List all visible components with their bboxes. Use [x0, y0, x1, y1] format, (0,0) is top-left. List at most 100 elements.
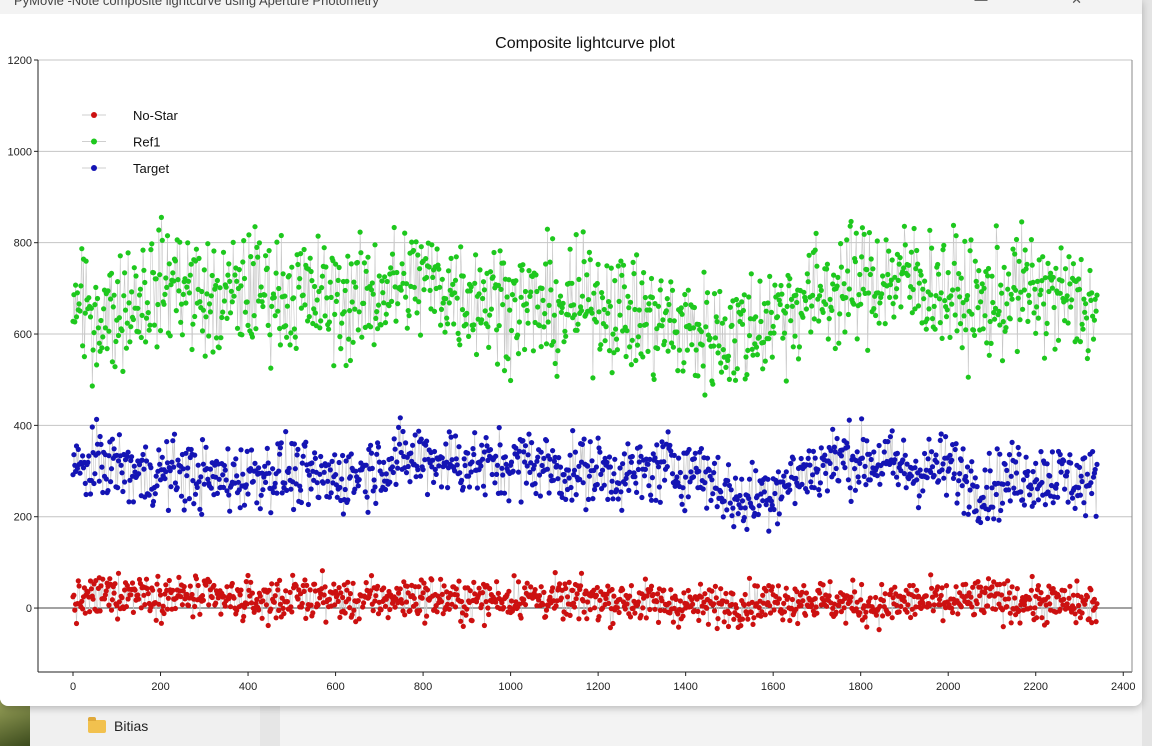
point-ref1: [649, 294, 656, 301]
point-ref1: [199, 288, 205, 295]
point-ref1: [223, 284, 229, 290]
point-target: [119, 470, 125, 476]
point-no-star: [714, 625, 720, 632]
point-ref1: [319, 285, 325, 291]
point-target: [676, 455, 682, 461]
point-no-star: [269, 581, 275, 587]
point-target: [191, 501, 197, 507]
point-ref1: [544, 226, 551, 232]
point-ref1: [170, 270, 176, 276]
point-ref1: [1058, 245, 1064, 251]
point-target: [260, 487, 266, 493]
point-no-star: [928, 572, 934, 578]
point-target: [597, 449, 603, 455]
point-no-star: [824, 603, 830, 609]
point-ref1: [206, 301, 213, 307]
point-ref1: [487, 312, 493, 318]
point-no-star: [345, 579, 351, 585]
point-no-star: [312, 581, 318, 587]
point-target: [216, 476, 222, 482]
point-target: [761, 489, 768, 495]
point-ref1: [519, 267, 525, 273]
point-ref1: [176, 288, 182, 294]
point-ref1: [473, 252, 479, 258]
point-ref1: [715, 350, 721, 356]
point-target: [963, 473, 969, 480]
point-ref1: [996, 308, 1002, 314]
point-no-star: [136, 576, 143, 583]
point-target: [768, 498, 775, 504]
point-ref1: [993, 223, 999, 229]
point-ref1: [959, 345, 965, 351]
point-target: [621, 451, 628, 457]
point-ref1: [753, 344, 760, 350]
point-target: [570, 428, 576, 434]
point-target: [96, 478, 102, 484]
point-target: [446, 429, 452, 435]
point-ref1: [464, 310, 470, 316]
point-ref1: [472, 280, 478, 286]
point-target: [881, 449, 887, 455]
point-target: [470, 446, 476, 452]
folder-item-bitias[interactable]: Bitias: [88, 716, 149, 734]
point-ref1: [796, 344, 803, 350]
point-target: [543, 438, 550, 444]
point-no-star: [557, 581, 563, 587]
window-controls[interactable]: — ✕: [974, 0, 1122, 8]
point-target: [407, 479, 413, 485]
point-ref1: [414, 310, 420, 316]
point-target: [87, 491, 94, 497]
point-ref1: [284, 303, 290, 309]
point-ref1: [343, 362, 349, 369]
point-target: [571, 467, 578, 473]
point-ref1: [1008, 291, 1014, 297]
point-ref1: [162, 291, 168, 297]
point-target: [822, 452, 828, 458]
point-target: [264, 445, 270, 451]
point-no-star: [246, 587, 252, 593]
point-ref1: [1030, 279, 1036, 285]
point-no-star: [193, 576, 199, 582]
point-target: [303, 439, 309, 445]
point-target: [394, 459, 400, 465]
point-ref1: [434, 246, 440, 252]
point-target: [700, 486, 706, 492]
point-no-star: [609, 586, 615, 593]
point-ref1: [725, 353, 732, 359]
legend-label: Ref1: [133, 135, 160, 150]
window-titlebar[interactable]: PyMovie -Note composite lightcurve using…: [0, 0, 1142, 14]
point-ref1: [227, 278, 233, 284]
point-ref1: [293, 345, 299, 351]
folder-label: Bitias: [114, 718, 149, 734]
point-no-star: [879, 581, 885, 588]
point-ref1: [1067, 281, 1073, 287]
point-ref1: [834, 283, 840, 289]
point-no-star: [471, 579, 477, 586]
point-target: [74, 465, 80, 471]
point-ref1: [954, 328, 960, 334]
point-target: [1002, 461, 1008, 467]
point-ref1: [824, 266, 830, 272]
point-no-star: [459, 598, 465, 605]
point-ref1: [451, 321, 457, 327]
point-target: [236, 487, 242, 493]
point-ref1: [381, 300, 387, 306]
point-ref1: [986, 352, 992, 358]
point-ref1: [634, 252, 640, 258]
point-ref1: [716, 343, 722, 349]
point-ref1: [515, 332, 521, 338]
point-no-star: [741, 602, 747, 608]
point-ref1: [316, 288, 322, 295]
point-ref1: [262, 292, 268, 298]
point-ref1: [1079, 321, 1085, 327]
point-no-star: [1086, 616, 1092, 622]
point-ref1: [266, 248, 272, 254]
point-ref1: [1003, 325, 1009, 331]
point-ref1: [618, 258, 624, 264]
point-ref1: [417, 332, 424, 338]
point-ref1: [459, 307, 466, 313]
point-ref1: [250, 261, 256, 267]
point-target: [739, 498, 746, 504]
point-ref1: [952, 312, 958, 318]
point-ref1: [504, 294, 510, 300]
